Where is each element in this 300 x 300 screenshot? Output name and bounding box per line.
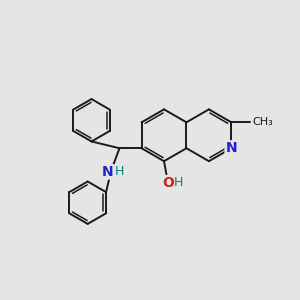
Text: N: N (226, 141, 237, 155)
Text: O: O (163, 176, 174, 190)
Text: N: N (102, 165, 113, 179)
Text: H: H (115, 165, 124, 178)
Text: CH₃: CH₃ (252, 117, 273, 127)
Text: H: H (173, 176, 183, 189)
